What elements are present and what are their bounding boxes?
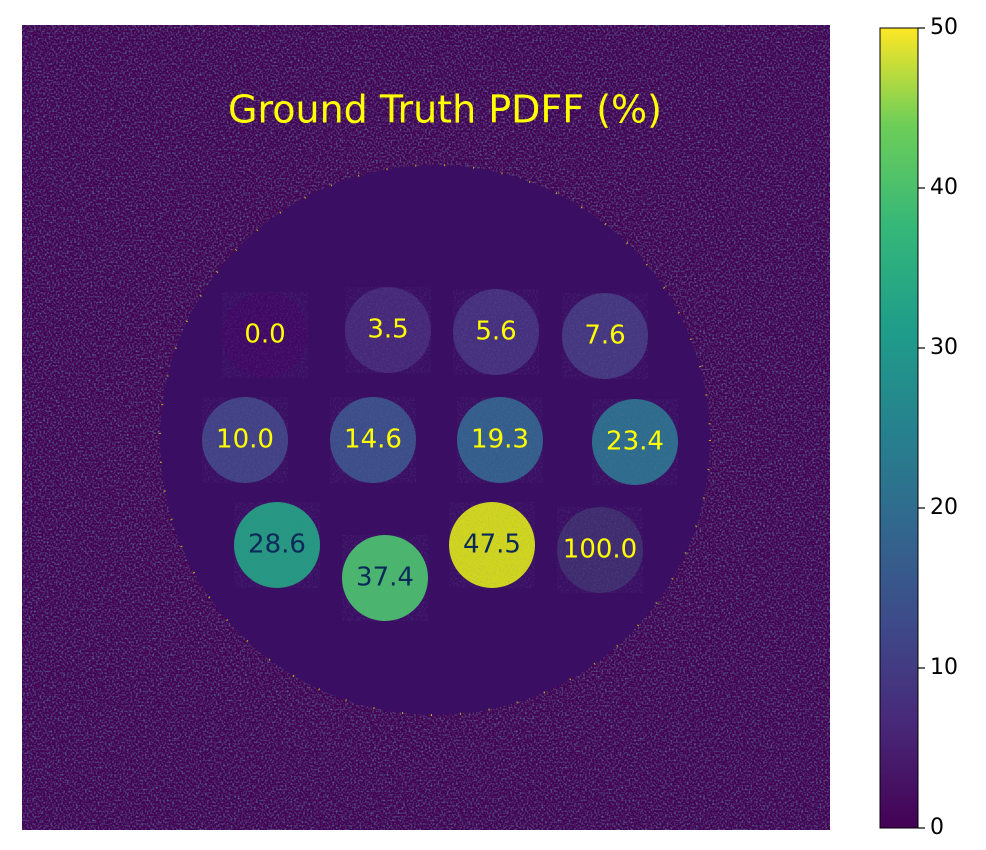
vial-label: 5.6 <box>475 317 516 347</box>
tick-label: 20 <box>930 495 958 520</box>
vial-texture <box>222 292 308 378</box>
vial-texture <box>342 535 428 621</box>
tick-label: 40 <box>930 175 958 200</box>
image <box>22 25 830 830</box>
vial-texture <box>557 507 643 593</box>
phantom-rim <box>159 164 711 716</box>
colorbar <box>879 27 919 829</box>
vial-texture <box>453 289 539 375</box>
vial-texture <box>234 502 320 588</box>
vial-label: 100.0 <box>563 535 637 565</box>
vial-texture <box>562 293 648 379</box>
vial-texture <box>330 397 416 483</box>
vial-label: 14.6 <box>344 425 402 455</box>
vial-label: 7.6 <box>584 321 625 351</box>
vial-label: 19.3 <box>471 425 529 455</box>
vial-texture <box>457 397 543 483</box>
title: Ground Truth PDFF (%) <box>228 88 662 132</box>
vial-texture <box>202 397 288 483</box>
tick-label: 0 <box>930 815 944 840</box>
vial-label: 37.4 <box>356 563 414 593</box>
vial-label: 47.5 <box>463 530 521 560</box>
vial-label: 10.0 <box>216 425 274 455</box>
vial-texture <box>345 287 431 373</box>
vial-label: 3.5 <box>367 315 408 345</box>
tick-label: 30 <box>930 335 958 360</box>
tick-label: 50 <box>930 15 958 40</box>
vial-label: 0.0 <box>244 320 285 350</box>
vial-texture <box>592 399 678 485</box>
vial-texture <box>449 502 535 588</box>
vial-label: 28.6 <box>248 530 306 560</box>
colorbar-axis: 0 10 20 30 40 50 <box>918 15 958 840</box>
vial-label: 23.4 <box>606 427 664 457</box>
vials: 0.0 3.5 5.6 7.6 10.0 14.6 19.3 23.4 28.6 37.4 47.5… <box>202 287 678 621</box>
tick-label: 10 <box>930 655 958 680</box>
